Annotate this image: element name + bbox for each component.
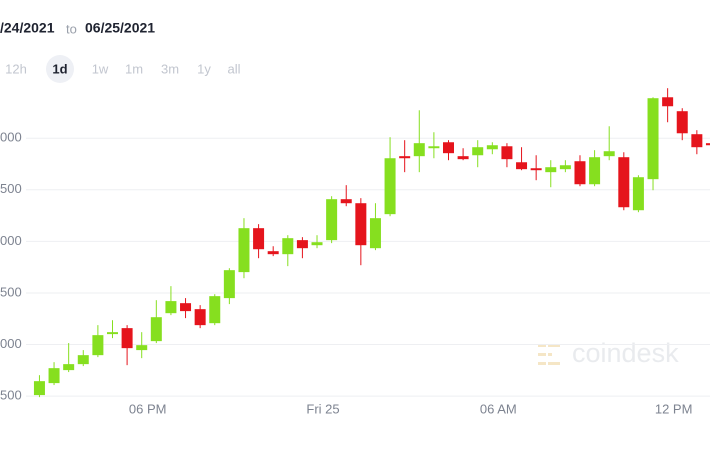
- candle-body: [165, 301, 177, 314]
- candle-body: [33, 381, 45, 396]
- date-end: 06/25/2021: [85, 20, 155, 36]
- candle-body: [209, 296, 221, 324]
- candle-body: [559, 165, 571, 170]
- candle-body: [399, 156, 411, 159]
- range-button[interactable]: 12h: [5, 61, 27, 76]
- candle-body: [92, 335, 104, 356]
- candle-body: [574, 161, 586, 185]
- candle-body: [603, 151, 615, 157]
- candle-body: [589, 157, 601, 185]
- candle-body: [413, 143, 425, 157]
- candle-body: [618, 157, 630, 208]
- range-button[interactable]: 1w: [92, 61, 109, 76]
- range-button[interactable]: all: [227, 61, 240, 76]
- candle-body: [77, 355, 89, 365]
- candle-body: [369, 218, 381, 249]
- candle-body: [150, 317, 162, 342]
- candle-body: [632, 177, 644, 211]
- candle-body: [676, 111, 688, 134]
- candle-body: [355, 203, 367, 246]
- candle-body: [545, 167, 557, 173]
- candle-body: [296, 240, 308, 249]
- candle-body: [428, 146, 440, 149]
- date-separator: to: [66, 21, 77, 36]
- candle-body: [48, 368, 60, 384]
- candle-body: [326, 199, 338, 241]
- candle-body: [121, 328, 133, 349]
- watermark-logo: [538, 344, 560, 365]
- y-tick-label: 500: [0, 284, 22, 299]
- date-start: /24/2021: [0, 20, 55, 36]
- watermark: coindesk: [572, 338, 679, 368]
- candle-body: [238, 228, 250, 273]
- x-tick-label: Fri 25: [306, 401, 339, 416]
- y-tick-label: 000: [0, 233, 22, 248]
- candle-body: [662, 97, 674, 107]
- x-tick-label: 06 PM: [129, 401, 167, 416]
- candle-body: [384, 158, 396, 215]
- candle-body: [501, 146, 513, 160]
- candle-body: [253, 228, 265, 250]
- candle-body: [486, 145, 498, 150]
- candle-body: [705, 143, 710, 146]
- candle-body: [267, 251, 279, 255]
- y-tick-label: 000: [0, 130, 22, 145]
- candle-body: [180, 303, 192, 312]
- y-tick-label: 500: [0, 181, 22, 196]
- y-tick-label: 500: [0, 388, 22, 403]
- candle-body: [340, 199, 352, 204]
- candle-body: [282, 238, 294, 255]
- candle-body: [136, 345, 148, 351]
- range-button-bg: [46, 55, 74, 83]
- candle-body: [63, 364, 75, 371]
- candle-body: [472, 147, 484, 156]
- candle-body: [530, 168, 542, 171]
- candle-body: [223, 270, 235, 299]
- candle-body: [311, 242, 323, 246]
- candle-body: [647, 98, 659, 180]
- x-tick-label: 06 AM: [480, 401, 517, 416]
- range-button[interactable]: 1m: [125, 61, 143, 76]
- x-tick-label: 12 PM: [655, 401, 693, 416]
- range-button[interactable]: 3m: [161, 61, 179, 76]
- candle-body: [516, 162, 528, 170]
- candle-body: [442, 142, 454, 154]
- range-button[interactable]: 1d: [52, 61, 67, 76]
- candle-body: [106, 332, 118, 335]
- candle-body: [691, 134, 703, 148]
- candle-body: [194, 309, 206, 326]
- y-tick-label: 000: [0, 336, 22, 351]
- candle-body: [457, 156, 469, 160]
- range-button[interactable]: 1y: [197, 61, 211, 76]
